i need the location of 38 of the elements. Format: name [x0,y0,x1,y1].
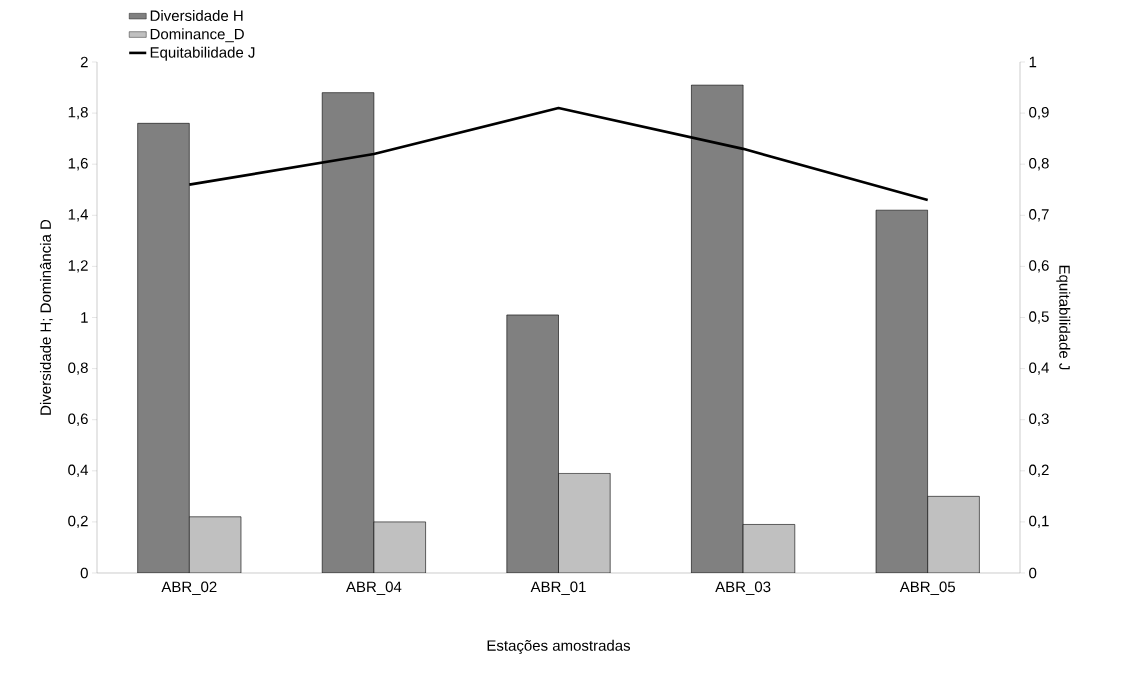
y-tick-label: 0 [80,567,88,579]
bar [742,524,796,573]
y2-tick-label: 0,8 [1029,157,1049,171]
x-tick-label: ABR_04 [346,581,402,595]
legend-label: Dominance_D [150,28,244,43]
y2-tick-label: 0,7 [1029,209,1049,222]
y-tick-label: 0,6 [68,413,88,426]
y-tick-label: 1,2 [68,260,88,273]
y-tick-label: 2 [80,56,88,68]
x-axis-title: Estações amostradas [487,639,631,654]
bar [189,516,242,573]
y2-tick-label: 0,6 [1029,260,1049,273]
x-tick-label: ABR_02 [161,581,217,595]
x-tick-label: ABR_01 [530,581,586,595]
y-axis-title: Diversidade H; Dominância D [39,219,53,415]
y-tick-label: 1,6 [68,158,88,171]
y-tick-label: 1 [81,312,88,323]
y2-tick-label: 0,4 [1029,362,1049,375]
y2-tick-label: 1 [1029,56,1037,68]
legend-label: Equitabilidade J [150,46,255,61]
y2-tick-label: 0,5 [1029,311,1049,324]
y2-axis-title: Equitabilidade J [1056,265,1071,370]
x-tick-label: ABR_03 [715,581,771,595]
y2-tick-label: 0 [1029,567,1037,579]
legend-label: Diversidade H [150,9,243,21]
y-tick-label: 0,8 [68,362,88,375]
y-tick-label: 0,2 [68,515,88,529]
y-tick-label: 1,4 [68,209,89,222]
y-tick-label: 1,8 [68,106,88,120]
bar [373,521,426,573]
bar [558,473,611,573]
y2-tick-label: 0,3 [1029,413,1049,426]
y2-tick-label: 0,1 [1029,515,1049,529]
y-tick-label: 0,4 [68,464,89,477]
bar [927,496,980,573]
y2-tick-label: 0,9 [1029,106,1049,120]
x-tick-label: ABR_05 [899,581,956,595]
y2-tick-label: 0,2 [1029,464,1049,477]
